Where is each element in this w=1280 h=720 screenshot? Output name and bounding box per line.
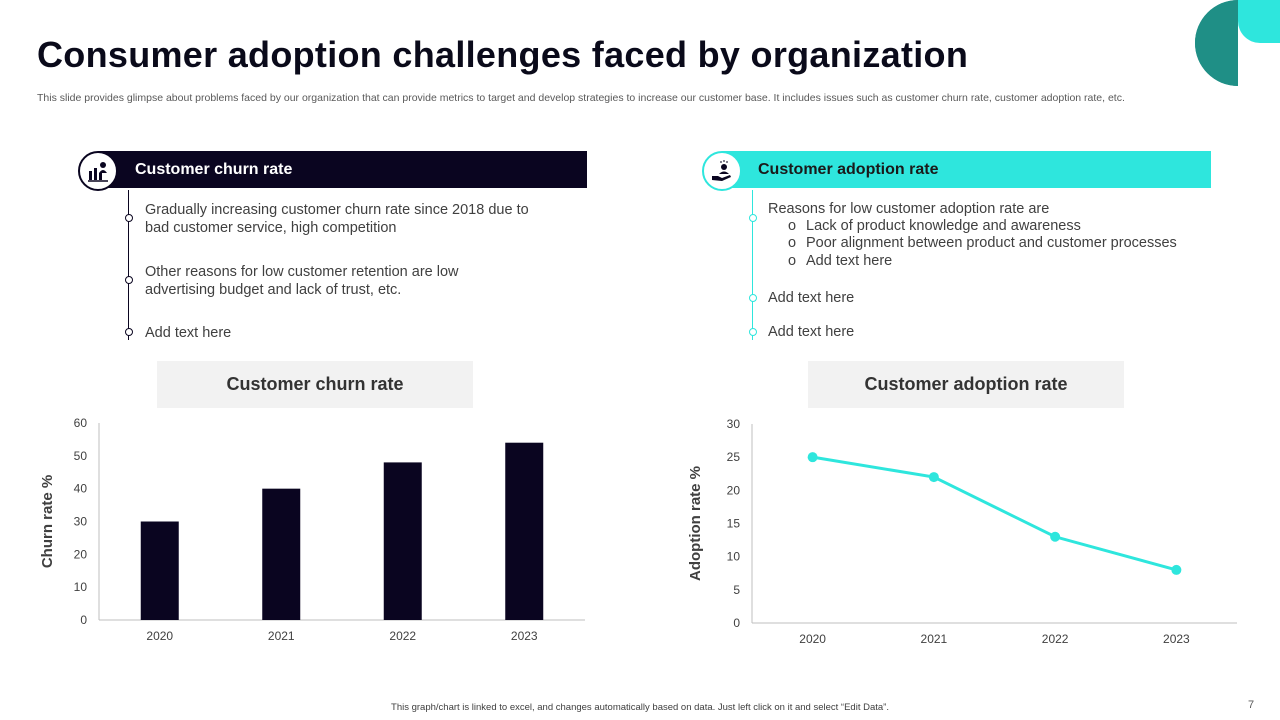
y-tick-label: 0 xyxy=(733,616,740,630)
y-tick-label: 25 xyxy=(727,450,741,464)
churn-rate-header-label: Customer churn rate xyxy=(135,160,293,178)
left-bullet-text: Gradually increasing customer churn rate… xyxy=(145,202,529,236)
x-tick-label: 2023 xyxy=(511,629,538,643)
y-tick-label: 0 xyxy=(80,613,87,627)
chart-person-icon xyxy=(78,151,118,191)
x-tick-label: 2021 xyxy=(268,629,295,643)
right-bullet-dot xyxy=(749,294,757,302)
left-bullet-text: Add text here xyxy=(145,325,232,341)
right-bullet-dot xyxy=(749,328,757,336)
right-bullet-dot xyxy=(749,214,757,222)
x-tick-label: 2020 xyxy=(799,632,826,646)
y-tick-label: 5 xyxy=(733,583,740,597)
page-number: 7 xyxy=(1248,699,1255,711)
right-sub-bullet: o Lack of product knowledge and awareness xyxy=(788,218,1081,234)
x-tick-label: 2023 xyxy=(1163,632,1190,646)
y-tick-label: 10 xyxy=(727,550,741,564)
slide-title: Consumer adoption challenges faced by or… xyxy=(37,34,969,75)
y-tick-label: 40 xyxy=(74,482,88,496)
hand-person-icon xyxy=(702,151,742,191)
right-timeline-line xyxy=(752,190,753,340)
point-2021 xyxy=(928,472,939,483)
x-tick-label: 2022 xyxy=(389,629,416,643)
left-bullet-text: Other reasons for low customer retention… xyxy=(145,264,459,298)
adoption-rate-line-chart: 0 5 10 15 20 25 30 2020 2021 2022 2023 Adoption rat… xyxy=(687,417,1237,646)
y-tick-label: 10 xyxy=(74,580,88,594)
y-tick-label: 20 xyxy=(727,483,741,497)
series-line xyxy=(812,455,1177,572)
churn-rate-header: Customer churn rate xyxy=(98,151,587,188)
bar-2022 xyxy=(383,462,422,620)
bar-2020 xyxy=(140,521,179,620)
y-tick-label: 30 xyxy=(727,417,741,431)
right-sub-bullet: o Poor alignment between product and cust… xyxy=(788,235,1177,251)
right-bullet-text: Add text here xyxy=(768,324,855,340)
right-sub-bullet-text: Add text here xyxy=(806,253,893,269)
right-bullet-text: Add text here xyxy=(768,290,855,306)
x-tick-label: 2022 xyxy=(1042,632,1069,646)
x-tick-label: 2020 xyxy=(146,629,173,643)
right-sub-bullet-text: Lack of product knowledge and awareness xyxy=(806,218,1081,234)
point-2023 xyxy=(1171,564,1182,575)
bar-2021 xyxy=(262,488,301,620)
adoption-rate-header: Customer adoption rate xyxy=(722,151,1211,188)
bar-2023 xyxy=(505,442,544,620)
y-tick-label: 20 xyxy=(74,547,88,561)
x-tick-label: 2021 xyxy=(921,632,948,646)
left-timeline-line xyxy=(128,190,129,340)
slide-subtitle: This slide provides glimpse about proble… xyxy=(37,92,1125,104)
churn-rate-bar-chart: 0 10 20 30 40 50 60 2020 2021 2022 2023 Churn rate … xyxy=(39,416,585,643)
point-2020 xyxy=(807,452,818,463)
footer-note: This graph/chart is linked to excel, and… xyxy=(391,702,889,713)
left-bullet-dot xyxy=(125,328,133,336)
brand-logo-icon xyxy=(1195,0,1280,88)
right-bullet-text: Reasons for low customer adoption rate a… xyxy=(768,201,1050,217)
y-tick-label: 50 xyxy=(74,449,88,463)
y-tick-label: 15 xyxy=(727,517,741,531)
left-bullet-dot xyxy=(125,276,133,284)
point-2022 xyxy=(1050,531,1061,542)
left-bullet-dot xyxy=(125,214,133,222)
churn-chart-title: Customer churn rate xyxy=(157,361,473,408)
y-tick-label: 30 xyxy=(74,515,88,529)
adoption-chart-title: Customer adoption rate xyxy=(808,361,1124,408)
y-tick-label: 60 xyxy=(74,416,88,430)
adoption-rate-header-label: Customer adoption rate xyxy=(758,160,939,178)
y-axis-label: Adoption rate % xyxy=(687,466,704,581)
y-axis-label: Churn rate % xyxy=(39,475,56,568)
right-sub-bullet: o Add text here xyxy=(788,253,893,269)
right-sub-bullet-text: Poor alignment between product and custo… xyxy=(806,235,1177,251)
